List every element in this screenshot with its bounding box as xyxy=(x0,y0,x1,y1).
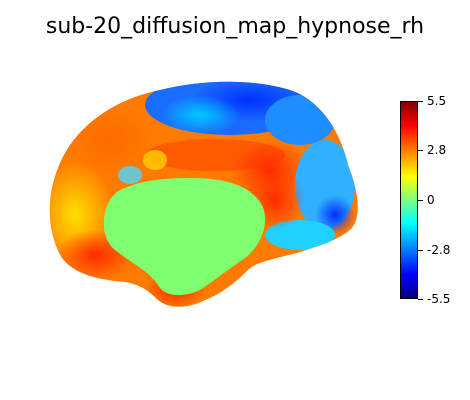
colorbar-tick xyxy=(418,149,423,151)
colorbar-tick-label: -5.5 xyxy=(427,292,451,306)
colorbar-tick-label: 5.5 xyxy=(427,94,447,108)
colorbar xyxy=(400,101,418,299)
colorbar-tick xyxy=(418,200,423,201)
colorbar-tick-label: -2.8 xyxy=(427,243,451,258)
colorbar-tick-label: 0 xyxy=(427,193,435,207)
colorbar-tick xyxy=(418,250,423,252)
colorbar-tick-label: 2.8 xyxy=(427,142,447,157)
colorbar-tick xyxy=(418,299,423,300)
colorbar-tick xyxy=(418,101,423,102)
figure-title: sub-20_diffusion_map_hypnose_rh xyxy=(45,14,425,39)
